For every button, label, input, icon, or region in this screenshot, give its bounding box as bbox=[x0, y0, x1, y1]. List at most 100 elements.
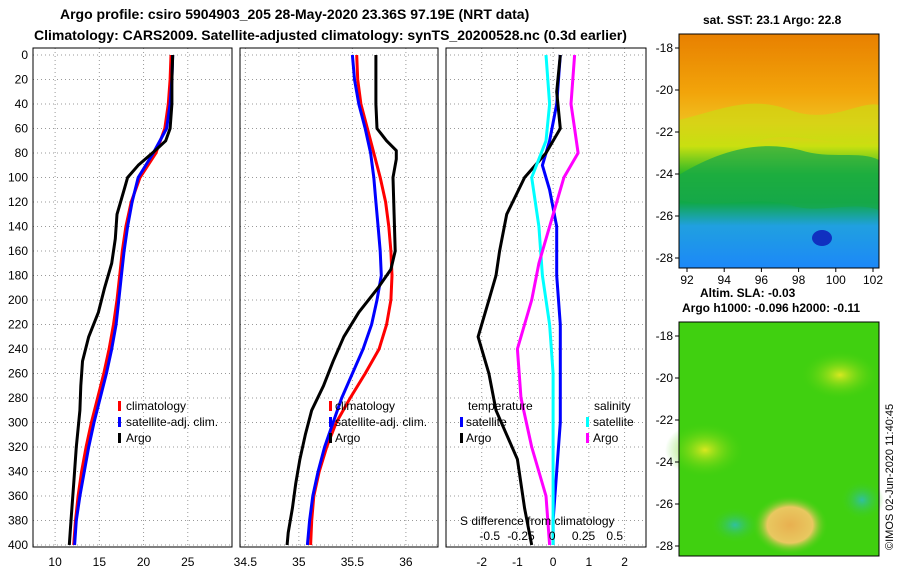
sst-dark-blue-spot bbox=[812, 230, 832, 246]
lat-tick-label: -22 bbox=[656, 413, 674, 427]
lon-tick-label: 96 bbox=[755, 273, 769, 287]
panel-difference: -2 -1 0 1 2 -0.5 -0.25 0 0.25 0.5 bbox=[445, 47, 647, 569]
lat-tick-label: -24 bbox=[656, 455, 674, 469]
diff-xlabel: S difference from climatology bbox=[460, 514, 615, 528]
x-tick-label: 1 bbox=[586, 555, 593, 569]
y-tick-label: 380 bbox=[8, 514, 28, 528]
lat-tick-label: -24 bbox=[656, 167, 674, 181]
legend-heading-temperature: temperature bbox=[468, 399, 533, 413]
sst-map-ticks: -18 -20 -22 -24 -26 -28 92 94 96 98 100 102 bbox=[656, 41, 884, 287]
y-tick-label: 400 bbox=[8, 538, 28, 552]
x2-tick-label: 0.5 bbox=[606, 529, 623, 543]
legend-label-temp-argo: Argo bbox=[466, 431, 492, 445]
series-line-salinity-satellite bbox=[530, 54, 555, 545]
y-tick-label: 0 bbox=[21, 48, 28, 62]
lat-tick-label: -28 bbox=[656, 539, 674, 553]
y-tick-label: 200 bbox=[8, 293, 28, 307]
sla-cyan-blob bbox=[710, 507, 760, 543]
x2-tick-label: 0 bbox=[549, 529, 556, 543]
legend-label-climatology: climatology bbox=[126, 399, 186, 413]
legend-swatch-temp-satellite bbox=[460, 417, 463, 427]
legend-swatch-argo bbox=[118, 433, 121, 443]
y-tick-label: 20 bbox=[15, 73, 29, 87]
lat-tick-label: -20 bbox=[656, 371, 674, 385]
y-tick-label: 80 bbox=[15, 146, 29, 160]
legend-label-temp-satellite: satellite bbox=[466, 415, 507, 429]
legend-heading-salinity: salinity bbox=[594, 399, 631, 413]
lon-tick-label: 102 bbox=[863, 273, 883, 287]
sla-map-frame bbox=[678, 321, 880, 557]
x-tick-label: 20 bbox=[137, 555, 151, 569]
y-tick-label: 220 bbox=[8, 318, 28, 332]
x-tick-label: 35 bbox=[292, 555, 306, 569]
lat-tick-label: -26 bbox=[656, 497, 674, 511]
sst-green-band bbox=[679, 146, 879, 210]
sla-yellow-blob-left bbox=[665, 422, 745, 478]
series-line-satellite-adj-clim- bbox=[305, 54, 383, 546]
lon-tick-label: 94 bbox=[718, 273, 732, 287]
x-tick-label: 35.5 bbox=[341, 555, 365, 569]
x2-tick-label: -0.5 bbox=[479, 529, 500, 543]
x-tick-label: -2 bbox=[476, 555, 487, 569]
sla-cyan-blob-right bbox=[840, 480, 884, 520]
sla-map: Altim. SLA: -0.03 Argo h1000: -0.096 h20… bbox=[656, 286, 884, 557]
lat-tick-label: -28 bbox=[656, 251, 674, 265]
temp-legend: climatology satellite-adj. clim. Argo bbox=[118, 399, 218, 445]
y-tick-label: 60 bbox=[15, 122, 29, 136]
legend-label-satellite: satellite-adj. clim. bbox=[126, 415, 218, 429]
x-tick-label: 15 bbox=[93, 555, 107, 569]
sla-map-title2: Argo h1000: -0.096 h2000: -0.11 bbox=[682, 301, 860, 315]
legend-label-sal-satellite: satellite bbox=[593, 415, 634, 429]
lat-tick-label: -18 bbox=[656, 41, 674, 55]
y-tick-label: 360 bbox=[8, 489, 28, 503]
credit-text: ©IMOS 02-Jun-2020 11:40:45 bbox=[884, 404, 896, 550]
legend-swatch-climatology bbox=[329, 401, 332, 411]
y-tick-label: 160 bbox=[8, 244, 28, 258]
x-tick-label: 0 bbox=[550, 555, 557, 569]
legend-swatch-satellite bbox=[329, 417, 332, 427]
legend-label-satellite: satellite-adj. clim. bbox=[335, 415, 427, 429]
sla-map-title1: Altim. SLA: -0.03 bbox=[700, 286, 796, 300]
y-tick-label: 300 bbox=[8, 416, 28, 430]
x-tick-label: 10 bbox=[48, 555, 62, 569]
y-tick-label: 140 bbox=[8, 220, 28, 234]
x2-tick-label: 0.25 bbox=[572, 529, 596, 543]
x-tick-label: -1 bbox=[512, 555, 523, 569]
chart-title-line2: Climatology: CARS2009. Satellite-adjuste… bbox=[34, 27, 627, 43]
legend-swatch-sal-argo bbox=[586, 433, 589, 443]
y-tick-label: 180 bbox=[8, 269, 28, 283]
x-tick-label: 34.5 bbox=[234, 555, 258, 569]
lat-tick-label: -26 bbox=[656, 209, 674, 223]
legend-swatch-climatology bbox=[118, 401, 121, 411]
series-line-temperature-satellite bbox=[540, 54, 562, 545]
series-line-argo bbox=[67, 54, 175, 546]
sst-map-frame bbox=[678, 33, 880, 269]
y-tick-label: 260 bbox=[8, 367, 28, 381]
lon-tick-label: 100 bbox=[826, 273, 846, 287]
legend-swatch-argo bbox=[329, 433, 332, 443]
x-tick-label: 2 bbox=[621, 555, 628, 569]
y-tick-label: 240 bbox=[8, 342, 28, 356]
lat-tick-label: -22 bbox=[656, 125, 674, 139]
sst-map: sat. SST: 23.1 Argo: 22.8 -18 -20 -22 -24 -2… bbox=[656, 13, 884, 287]
y-tick-label: 100 bbox=[8, 171, 28, 185]
sla-warm-blob bbox=[752, 495, 828, 555]
x2-tick-label: -0.25 bbox=[507, 529, 535, 543]
sla-map-ticks: -18 -20 -22 -24 -26 -28 bbox=[656, 329, 679, 553]
y-tick-label: 40 bbox=[15, 97, 29, 111]
legend-swatch-satellite bbox=[118, 417, 121, 427]
legend-label-argo: Argo bbox=[126, 431, 152, 445]
sst-yellow-band bbox=[679, 103, 879, 145]
y-tick-label: 280 bbox=[8, 391, 28, 405]
chart-title-line1: Argo profile: csiro 5904903_205 28-May-2… bbox=[60, 6, 530, 22]
panel-temperature: 10 15 20 25 0 20 40 60 80 100 120 140 160 180 200 220 24… bbox=[8, 47, 233, 569]
panel-frame bbox=[445, 47, 647, 548]
y-tick-label: 120 bbox=[8, 195, 28, 209]
legend-swatch-temp-argo bbox=[460, 433, 463, 443]
x-tick-label: 25 bbox=[181, 555, 195, 569]
lon-tick-label: 92 bbox=[680, 273, 694, 287]
legend-label-sal-argo: Argo bbox=[593, 431, 619, 445]
series-line-salinity-argo bbox=[515, 54, 580, 546]
sst-map-title: sat. SST: 23.1 Argo: 22.8 bbox=[703, 13, 842, 27]
